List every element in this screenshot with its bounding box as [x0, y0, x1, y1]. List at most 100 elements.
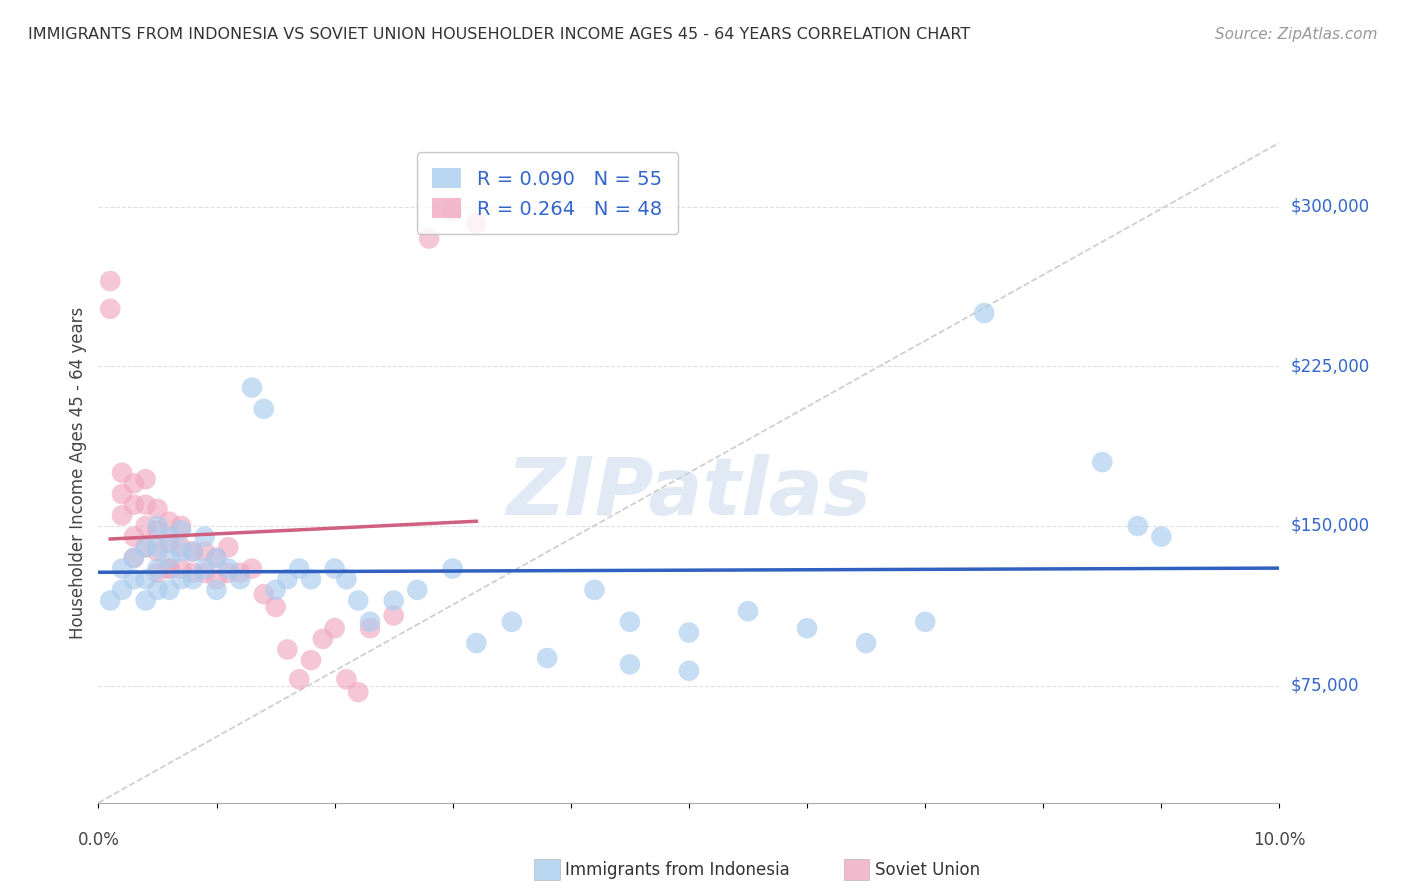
- Point: [382, 608, 405, 623]
- Point: [181, 572, 204, 586]
- Point: [146, 582, 169, 597]
- Text: $225,000: $225,000: [1291, 358, 1369, 376]
- Point: [914, 615, 936, 629]
- Point: [146, 561, 169, 575]
- Point: [146, 502, 169, 516]
- Point: [299, 653, 322, 667]
- Point: [157, 515, 180, 529]
- Point: [288, 561, 311, 575]
- Point: [181, 566, 204, 580]
- Point: [111, 466, 134, 480]
- Point: [146, 544, 169, 558]
- Point: [122, 550, 145, 565]
- Point: [406, 582, 429, 597]
- Point: [98, 301, 121, 316]
- Point: [359, 621, 381, 635]
- Point: [111, 561, 134, 575]
- Point: [170, 544, 193, 558]
- Point: [194, 561, 217, 575]
- Point: [465, 636, 488, 650]
- Point: [441, 203, 464, 218]
- Point: [122, 572, 145, 586]
- Point: [347, 685, 370, 699]
- Point: [157, 582, 180, 597]
- Point: [205, 572, 228, 586]
- Point: [146, 541, 169, 555]
- Point: [323, 621, 346, 635]
- Point: [536, 651, 558, 665]
- Point: [111, 487, 134, 501]
- Point: [122, 476, 145, 491]
- Text: $300,000: $300,000: [1291, 198, 1369, 216]
- Point: [217, 541, 239, 555]
- Point: [418, 231, 440, 245]
- Point: [170, 541, 193, 555]
- Point: [229, 572, 252, 586]
- Point: [135, 472, 157, 486]
- Point: [441, 561, 464, 575]
- Point: [240, 561, 263, 575]
- Point: [157, 530, 180, 544]
- Point: [796, 621, 818, 635]
- Point: [335, 673, 357, 687]
- Point: [135, 541, 157, 555]
- Point: [135, 498, 157, 512]
- Point: [170, 572, 193, 586]
- Point: [146, 523, 169, 537]
- Point: [135, 541, 157, 555]
- Point: [111, 582, 134, 597]
- Point: [135, 519, 157, 533]
- Point: [170, 519, 193, 533]
- Point: [98, 593, 121, 607]
- Point: [253, 401, 276, 416]
- Y-axis label: Householder Income Ages 45 - 64 years: Householder Income Ages 45 - 64 years: [69, 307, 87, 639]
- Text: 0.0%: 0.0%: [77, 830, 120, 848]
- Point: [288, 673, 311, 687]
- Point: [122, 530, 145, 544]
- Point: [619, 657, 641, 672]
- Point: [205, 582, 228, 597]
- Point: [323, 561, 346, 575]
- Point: [135, 593, 157, 607]
- Text: $150,000: $150,000: [1291, 517, 1369, 535]
- Point: [619, 615, 641, 629]
- Point: [205, 550, 228, 565]
- Point: [299, 572, 322, 586]
- Point: [157, 550, 180, 565]
- Text: 10.0%: 10.0%: [1253, 830, 1306, 848]
- Point: [1091, 455, 1114, 469]
- Point: [501, 615, 523, 629]
- Point: [194, 544, 217, 558]
- Point: [253, 587, 276, 601]
- Point: [264, 599, 287, 614]
- Point: [194, 566, 217, 580]
- Point: [1126, 519, 1149, 533]
- Point: [276, 572, 298, 586]
- Point: [737, 604, 759, 618]
- Point: [347, 593, 370, 607]
- Text: IMMIGRANTS FROM INDONESIA VS SOVIET UNION HOUSEHOLDER INCOME AGES 45 - 64 YEARS : IMMIGRANTS FROM INDONESIA VS SOVIET UNIO…: [28, 27, 970, 42]
- Point: [170, 523, 193, 537]
- Point: [122, 550, 145, 565]
- Point: [157, 561, 180, 575]
- Point: [170, 561, 193, 575]
- Text: Immigrants from Indonesia: Immigrants from Indonesia: [565, 861, 790, 879]
- Point: [312, 632, 335, 646]
- Point: [181, 544, 204, 558]
- Point: [217, 561, 239, 575]
- Point: [181, 544, 204, 558]
- Point: [973, 306, 995, 320]
- Point: [157, 561, 180, 575]
- Point: [855, 636, 877, 650]
- Point: [146, 519, 169, 533]
- Point: [359, 615, 381, 629]
- Point: [229, 566, 252, 580]
- Point: [240, 381, 263, 395]
- Point: [335, 572, 357, 586]
- Point: [157, 536, 180, 550]
- Point: [382, 593, 405, 607]
- Point: [146, 566, 169, 580]
- Point: [111, 508, 134, 523]
- Point: [1150, 530, 1173, 544]
- Text: ZIPatlas: ZIPatlas: [506, 453, 872, 532]
